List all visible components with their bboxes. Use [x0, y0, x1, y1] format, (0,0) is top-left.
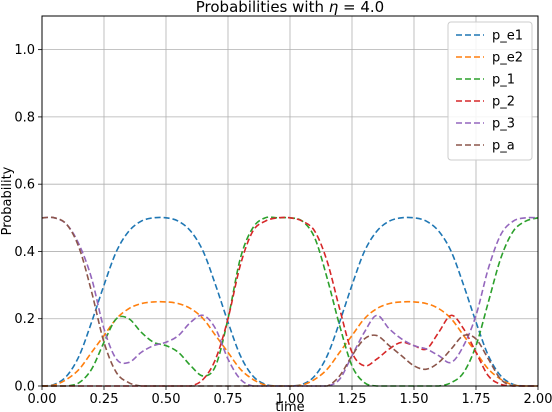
legend-label: p_2	[492, 95, 515, 110]
y-tick-label: 0.0	[14, 380, 35, 395]
title-suffix: = 4.0	[338, 0, 384, 16]
x-tick-label: 0.50	[152, 392, 181, 407]
legend: p_e1 p_e2 p_1 p_2 p_3 p_a	[447, 21, 533, 161]
y-tick-label: 0.6	[14, 178, 35, 193]
axis-ticks: 0.00 0.25 0.50 0.75 1.00 1.25 1.50 1.75 2.00 0.0 0…	[14, 43, 552, 407]
x-tick-label: 1.75	[462, 392, 491, 407]
x-tick-label: 1.50	[400, 392, 429, 407]
x-tick-label: 2.00	[524, 392, 552, 407]
legend-label: p_3	[492, 117, 515, 132]
legend-label: p_e2	[492, 51, 523, 66]
legend-label: p_a	[492, 139, 515, 154]
x-axis-label: time	[275, 400, 304, 412]
x-tick-label: 0.75	[214, 392, 243, 407]
y-axis-label: Probability	[0, 166, 15, 235]
legend-label: p_1	[492, 73, 515, 88]
title-prefix: Probabilities with	[196, 0, 329, 16]
x-tick-label: 1.00	[276, 392, 305, 407]
y-tick-label: 0.2	[14, 312, 35, 327]
y-tick-label: 1.0	[14, 43, 35, 58]
x-tick-label: 0.00	[28, 392, 57, 407]
legend-label: p_e1	[492, 29, 523, 44]
title-symbol: η	[329, 0, 339, 16]
x-tick-label: 1.25	[338, 392, 367, 407]
y-tick-label: 0.4	[14, 245, 35, 260]
y-tick-label: 0.8	[14, 110, 35, 125]
chart-title: Probabilities with η = 4.0	[196, 0, 384, 16]
x-tick-label: 0.25	[90, 392, 119, 407]
